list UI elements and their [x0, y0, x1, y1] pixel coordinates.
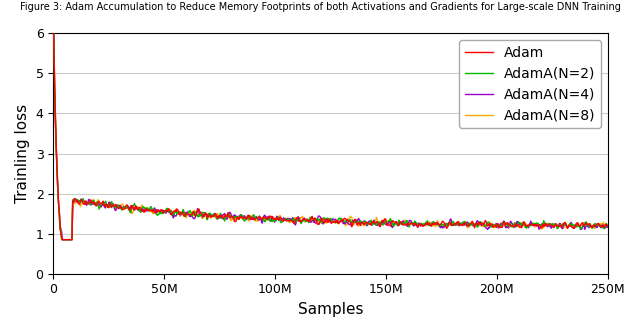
Adam: [58, 238, 66, 242]
Adam: [527, 222, 535, 226]
AdamA(N=4): [84, 200, 92, 204]
AdamA(N=4): [470, 223, 478, 227]
Adam: [403, 222, 411, 226]
Line: AdamA(N=4): AdamA(N=4): [53, 13, 608, 240]
AdamA(N=8): [403, 223, 411, 227]
AdamA(N=2): [372, 222, 380, 226]
AdamA(N=2): [470, 223, 478, 227]
AdamA(N=8): [49, 11, 57, 15]
AdamA(N=8): [387, 219, 394, 223]
Adam: [49, 11, 57, 15]
AdamA(N=8): [470, 222, 478, 226]
AdamA(N=4): [604, 225, 612, 229]
Y-axis label: Trainling loss: Trainling loss: [15, 104, 30, 203]
Line: AdamA(N=2): AdamA(N=2): [53, 13, 608, 240]
Legend: Adam, AdamA(N=2), AdamA(N=4), AdamA(N=8): Adam, AdamA(N=2), AdamA(N=4), AdamA(N=8): [460, 40, 601, 128]
AdamA(N=8): [604, 224, 612, 228]
AdamA(N=2): [387, 217, 394, 221]
X-axis label: Samples: Samples: [298, 302, 364, 317]
Adam: [470, 226, 478, 230]
Adam: [84, 202, 92, 206]
Text: Figure 3: Adam Accumulation to Reduce Memory Footprints of both Activations and : Figure 3: Adam Accumulation to Reduce Me…: [20, 2, 620, 12]
AdamA(N=8): [58, 238, 65, 242]
Line: AdamA(N=8): AdamA(N=8): [53, 13, 608, 240]
AdamA(N=4): [387, 221, 394, 225]
AdamA(N=8): [84, 202, 92, 206]
AdamA(N=4): [372, 223, 380, 227]
AdamA(N=2): [49, 11, 57, 15]
AdamA(N=4): [49, 11, 57, 15]
AdamA(N=4): [403, 224, 411, 228]
Adam: [604, 223, 612, 227]
AdamA(N=2): [604, 224, 612, 228]
AdamA(N=8): [527, 222, 535, 226]
AdamA(N=2): [58, 238, 66, 242]
Adam: [372, 220, 380, 224]
AdamA(N=2): [403, 219, 411, 223]
AdamA(N=2): [527, 223, 535, 227]
AdamA(N=2): [84, 202, 92, 206]
AdamA(N=4): [527, 221, 535, 225]
Adam: [387, 224, 394, 228]
AdamA(N=8): [372, 217, 380, 221]
Line: Adam: Adam: [53, 13, 608, 240]
AdamA(N=4): [58, 238, 66, 242]
